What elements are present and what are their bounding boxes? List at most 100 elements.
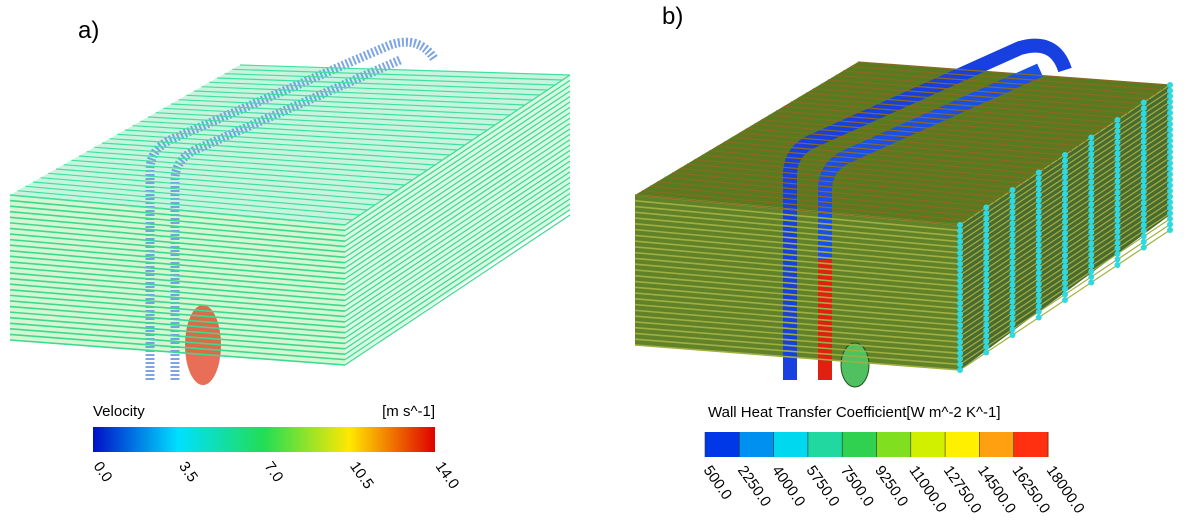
tube-end: [1062, 236, 1068, 242]
tube-end: [1115, 128, 1121, 134]
tube-end: [983, 322, 989, 328]
tube-end: [1010, 237, 1016, 243]
tube-end: [1010, 287, 1016, 293]
tube-end: [957, 278, 963, 284]
tube-end: [983, 294, 989, 300]
tube-end: [1062, 158, 1068, 164]
colorbar-segment: [911, 432, 946, 457]
tube-end: [983, 255, 989, 261]
tube-end: [1036, 231, 1042, 237]
tube-end: [957, 317, 963, 323]
tube-end: [1010, 282, 1016, 288]
tube-end: [1036, 186, 1042, 192]
tube-end: [957, 250, 963, 256]
tube-end: [1167, 104, 1173, 110]
tube-end: [983, 338, 989, 344]
tube-end: [1088, 196, 1094, 202]
tube-end: [1062, 213, 1068, 219]
tube-end: [957, 367, 963, 373]
tube-end: [1115, 134, 1121, 140]
tube-end: [1141, 217, 1147, 223]
tube-end: [1036, 275, 1042, 281]
tube-end: [1062, 247, 1068, 253]
tube-end: [1036, 203, 1042, 209]
tube-end: [957, 267, 963, 273]
tube-end: [1167, 216, 1173, 222]
tube-end: [1167, 182, 1173, 188]
tube-end: [983, 310, 989, 316]
tube-end: [957, 222, 963, 228]
tube-end: [1036, 214, 1042, 220]
tick-label: 9250.0: [871, 463, 911, 510]
tube-end: [1036, 259, 1042, 265]
tube-end: [957, 306, 963, 312]
tube-end: [1062, 197, 1068, 203]
tube-end: [1088, 246, 1094, 252]
tube-end: [1010, 198, 1016, 204]
colorbar-segment: [1014, 432, 1049, 457]
tube-end: [1062, 297, 1068, 303]
tube-end: [1062, 269, 1068, 275]
tick-label: 3.5: [175, 459, 201, 486]
tube-end: [957, 334, 963, 340]
tube-end: [1167, 110, 1173, 116]
tube-end: [1010, 193, 1016, 199]
panel-label: a): [78, 17, 99, 44]
tube-end: [983, 244, 989, 250]
tube-end: [983, 350, 989, 356]
tube-end: [1062, 180, 1068, 186]
tube-end: [1115, 139, 1121, 145]
tube-end: [957, 350, 963, 356]
tube-end: [957, 239, 963, 245]
tube-end: [1088, 157, 1094, 163]
tube-end: [1036, 170, 1042, 176]
tube-end: [1088, 207, 1094, 213]
tube-end: [1036, 197, 1042, 203]
tube-end: [1167, 205, 1173, 211]
tube-end: [957, 272, 963, 278]
tube-end: [1167, 221, 1173, 227]
tube-end: [957, 361, 963, 367]
tick-label: 4000.0: [768, 463, 808, 510]
tube-end: [1167, 171, 1173, 177]
tube-end: [1036, 298, 1042, 304]
tube-end: [1036, 220, 1042, 226]
tube-end: [983, 305, 989, 311]
tube-end: [983, 299, 989, 305]
tube-end: [1115, 156, 1121, 162]
tick-label: 5750.0: [803, 463, 843, 510]
colorbar-segment: [739, 432, 774, 457]
tube-end: [1141, 222, 1147, 228]
tube-end: [1167, 155, 1173, 161]
tube-end: [1010, 315, 1016, 321]
tube-end: [1036, 248, 1042, 254]
tube-end: [1141, 194, 1147, 200]
tube-end: [1115, 190, 1121, 196]
tube-end: [1167, 93, 1173, 99]
tube-end: [1141, 183, 1147, 189]
tube-end: [1010, 326, 1016, 332]
tube-end: [957, 261, 963, 267]
tube-end: [1088, 229, 1094, 235]
tube-end: [1088, 218, 1094, 224]
tube-end: [1010, 209, 1016, 215]
tube-end: [983, 288, 989, 294]
colorbar: [93, 427, 435, 452]
tick-label: 7.0: [261, 459, 287, 486]
tube-end: [1115, 223, 1121, 229]
tube-end: [1062, 208, 1068, 214]
tube-end: [983, 205, 989, 211]
tick-label: 2250.0: [734, 463, 774, 510]
tube-end: [1141, 166, 1147, 172]
tube-end: [1010, 299, 1016, 305]
tube-end: [1115, 217, 1121, 223]
tube-end: [1115, 206, 1121, 212]
tube-end: [1062, 230, 1068, 236]
tube-end: [1088, 168, 1094, 174]
tube-end: [1115, 240, 1121, 246]
tube-end: [1036, 242, 1042, 248]
tube-end: [1115, 145, 1121, 151]
tube-end: [1167, 115, 1173, 121]
tick-label: 10.5: [346, 459, 377, 493]
tube-end: [1141, 189, 1147, 195]
